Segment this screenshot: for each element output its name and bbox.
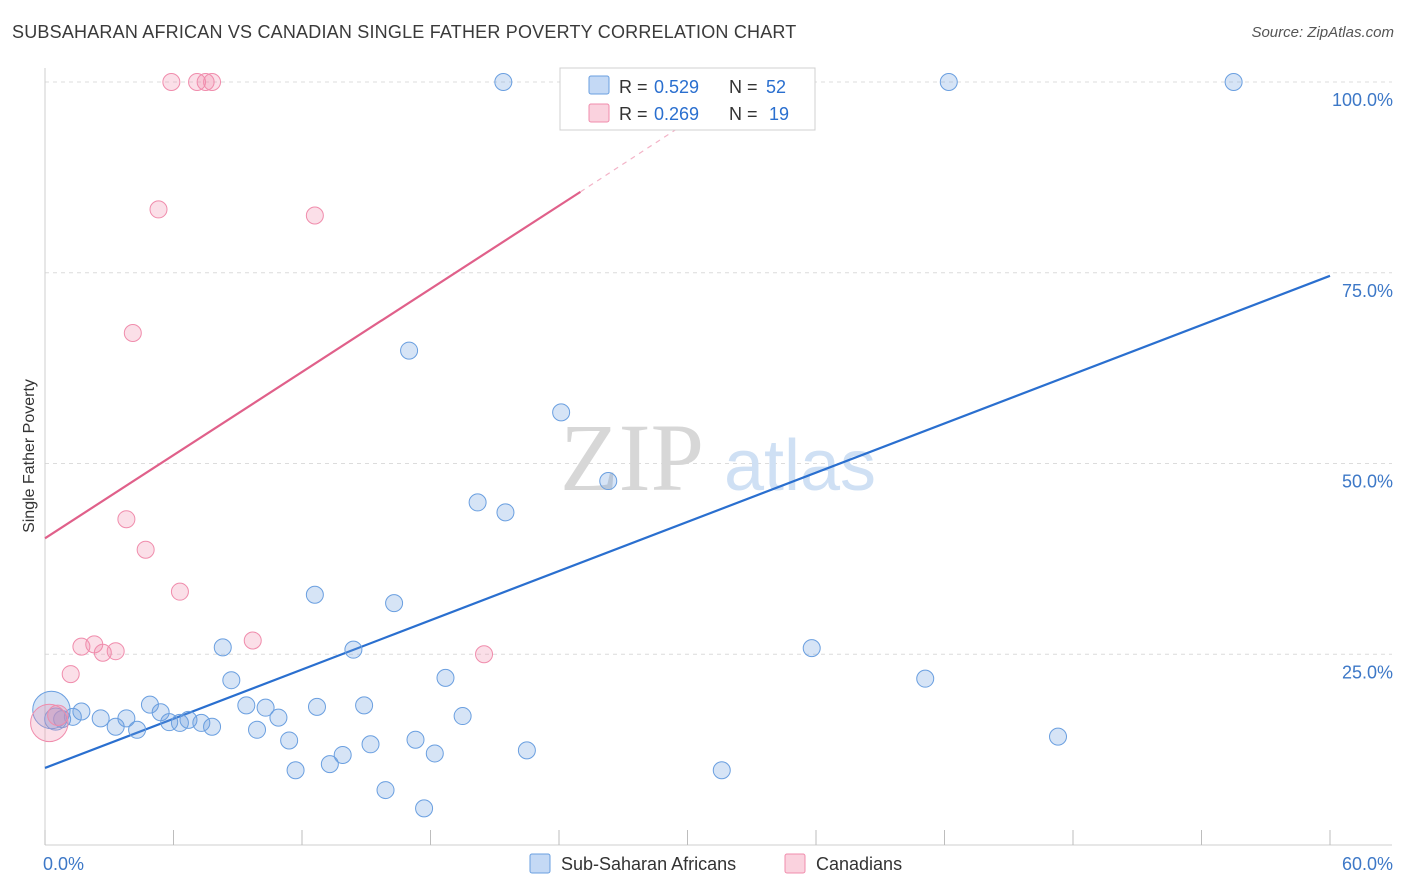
legend-r-value-2: 0.269 xyxy=(654,104,699,124)
point-canadian xyxy=(149,200,168,219)
point-subsaharan xyxy=(385,594,404,613)
point-canadian xyxy=(196,73,215,91)
point-subsaharan xyxy=(344,640,363,659)
point-canadian xyxy=(170,582,189,601)
trend-line-canadians xyxy=(44,190,582,540)
point-subsaharan xyxy=(494,73,513,91)
legend-n-value-2: 19 xyxy=(769,104,789,124)
point-subsaharan xyxy=(406,730,425,749)
point-subsaharan xyxy=(400,341,419,360)
point-subsaharan xyxy=(305,585,324,604)
point-subsaharan xyxy=(361,735,380,754)
point-subsaharan xyxy=(213,638,232,657)
point-subsaharan xyxy=(453,707,472,726)
point-subsaharan xyxy=(222,671,241,690)
y-tick-label: 75.0% xyxy=(1342,281,1393,301)
point-subsaharan xyxy=(496,503,515,522)
point-subsaharan xyxy=(436,668,455,687)
point-canadian xyxy=(475,645,494,664)
point-canadian xyxy=(47,704,69,726)
trend-line-subsaharan xyxy=(44,274,1331,769)
bottom-legend-label-blue: Sub-Saharan Africans xyxy=(561,854,736,874)
point-subsaharan xyxy=(307,697,326,716)
legend-swatch-pink xyxy=(588,103,610,123)
point-subsaharan xyxy=(425,744,444,763)
point-subsaharan xyxy=(128,720,147,739)
y-tick-label: 100.0% xyxy=(1332,90,1393,110)
data-points xyxy=(30,73,1243,818)
point-subsaharan xyxy=(203,717,222,736)
point-canadian xyxy=(162,73,181,91)
watermark-atlas: atlas xyxy=(724,426,876,506)
point-canadian xyxy=(136,540,155,559)
point-subsaharan xyxy=(802,639,821,658)
legend-n-value-1: 52 xyxy=(766,77,786,97)
point-canadian xyxy=(203,73,222,91)
point-subsaharan xyxy=(468,493,487,512)
point-subsaharan xyxy=(269,708,288,727)
legend-r-label-2: R = xyxy=(619,104,648,124)
legend-r-label-1: R = xyxy=(619,77,648,97)
legend-n-label-1: N = xyxy=(729,77,758,97)
point-subsaharan xyxy=(32,690,71,730)
axes xyxy=(44,68,1392,846)
point-subsaharan xyxy=(280,731,299,750)
point-canadian xyxy=(117,510,136,529)
grid-lines xyxy=(45,81,1392,655)
point-subsaharan xyxy=(320,755,339,774)
point-canadian xyxy=(93,643,112,662)
point-canadian xyxy=(123,324,142,343)
trend-line-extension xyxy=(580,100,720,193)
point-subsaharan xyxy=(355,696,374,715)
trend-lines xyxy=(44,100,1331,769)
point-subsaharan xyxy=(415,799,434,818)
y-tick-label: 25.0% xyxy=(1342,662,1393,682)
point-subsaharan xyxy=(286,761,305,780)
point-subsaharan xyxy=(1049,727,1068,746)
legend-n-label-2: N = xyxy=(729,104,758,124)
point-subsaharan xyxy=(91,709,110,728)
point-subsaharan xyxy=(248,720,267,739)
chart-title: SUBSAHARAN AFRICAN VS CANADIAN SINGLE FA… xyxy=(12,22,797,42)
point-subsaharan xyxy=(63,707,82,726)
source-label: Source: ZipAtlas.com xyxy=(1251,24,1394,41)
point-canadian xyxy=(61,665,80,684)
bottom-legend-swatch-pink xyxy=(784,853,806,874)
y-axis-label: Single Father Poverty xyxy=(21,379,38,533)
bottom-legend-label-pink: Canadians xyxy=(816,854,902,874)
point-subsaharan xyxy=(599,472,618,491)
point-subsaharan xyxy=(552,403,571,422)
point-subsaharan xyxy=(140,695,159,714)
point-subsaharan xyxy=(192,713,211,732)
point-subsaharan xyxy=(72,702,91,721)
legend-swatch-blue xyxy=(588,75,610,95)
point-subsaharan xyxy=(517,741,536,760)
watermark-zip: ZIP xyxy=(560,404,704,511)
point-canadian xyxy=(305,206,324,225)
y-tick-labels: 100.0% 75.0% 50.0% 25.0% xyxy=(1332,90,1393,682)
point-subsaharan xyxy=(916,669,935,688)
point-subsaharan xyxy=(712,761,731,780)
point-subsaharan xyxy=(1224,73,1243,91)
point-canadian xyxy=(106,642,125,661)
point-subsaharan xyxy=(333,745,352,764)
point-canadian xyxy=(243,631,262,650)
point-subsaharan xyxy=(117,709,136,728)
watermark: ZIP atlas xyxy=(560,404,876,511)
x-tick-labels: 0.0% 60.0% xyxy=(43,854,1393,874)
x-tick-label: 60.0% xyxy=(1342,854,1393,874)
legend-box: R = 0.529 N = 52 R = 0.269 N = 19 xyxy=(559,67,816,131)
bottom-legend: Sub-Saharan Africans Canadians xyxy=(529,853,902,874)
point-subsaharan xyxy=(256,698,275,717)
point-subsaharan xyxy=(376,781,395,800)
bottom-legend-swatch-blue xyxy=(529,853,551,874)
legend-r-value-1: 0.529 xyxy=(654,77,699,97)
point-canadian xyxy=(30,703,69,743)
point-subsaharan xyxy=(939,73,958,91)
point-subsaharan xyxy=(237,696,256,715)
x-tick-label: 0.0% xyxy=(43,854,84,874)
y-tick-label: 50.0% xyxy=(1342,472,1393,492)
